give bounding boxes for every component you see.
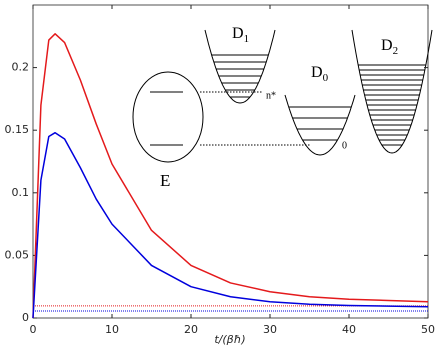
x-tick-label: 10 — [105, 323, 119, 336]
x-axis-label: t/(βħ) — [214, 333, 245, 346]
y-tick-label: 0 — [22, 311, 29, 324]
n-star-label: n* — [266, 90, 276, 101]
line — [32, 33, 429, 319]
zero-label: 0 — [342, 140, 347, 151]
e-ellipse — [132, 71, 204, 163]
d-base: D — [232, 25, 244, 42]
line — [32, 131, 429, 319]
d2-label: D2 — [381, 37, 398, 57]
d1-label: D1 — [232, 25, 249, 45]
x-tick-label: 20 — [184, 323, 198, 336]
y-tick-label: 0.2 — [12, 61, 30, 74]
y-tick-label: 0.05 — [5, 248, 30, 261]
well — [204, 29, 276, 104]
well — [351, 29, 433, 154]
well — [284, 94, 356, 156]
x-tick-label: 40 — [342, 323, 356, 336]
d-sub: 0 — [323, 72, 329, 84]
d0-label: D0 — [311, 64, 329, 84]
d-sub: 1 — [244, 33, 250, 45]
d-sub: 2 — [393, 45, 399, 57]
x-tick-label: 30 — [263, 323, 277, 336]
x-tick-label: 0 — [30, 323, 37, 336]
x-tick-label: 50 — [421, 323, 435, 336]
d-base: D — [381, 37, 393, 54]
d-base: D — [311, 64, 323, 81]
plot-frame — [32, 4, 429, 319]
y-tick-label: 0.1 — [12, 186, 30, 199]
y-tick-label: 0.15 — [5, 123, 30, 136]
e-label: E — [160, 171, 170, 190]
inset-diagram — [132, 29, 433, 163]
